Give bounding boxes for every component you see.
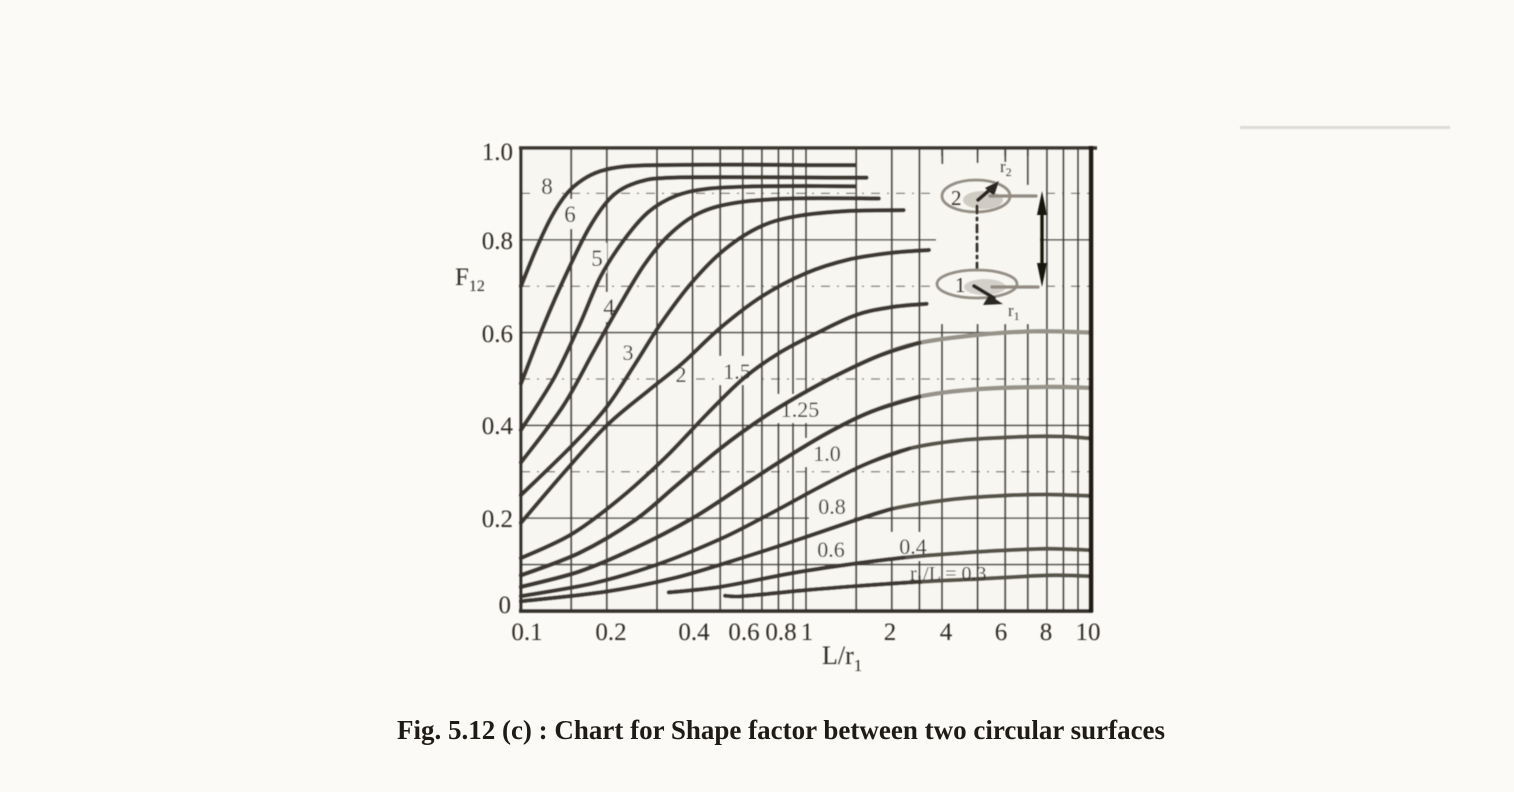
svg-text:1: 1: [801, 619, 814, 646]
svg-text:2: 2: [884, 619, 897, 646]
svg-text:r1/L = 0.3: r1/L = 0.3: [910, 563, 986, 587]
svg-text:0: 0: [499, 592, 512, 619]
svg-text:1.0: 1.0: [813, 441, 841, 466]
svg-text:6: 6: [995, 619, 1008, 646]
svg-text:4: 4: [940, 619, 953, 646]
svg-text:r2: r2: [1000, 157, 1012, 179]
svg-text:0.4: 0.4: [482, 413, 514, 440]
svg-text:0.1: 0.1: [511, 619, 542, 646]
svg-text:5: 5: [591, 246, 603, 271]
svg-text:8: 8: [1040, 619, 1053, 646]
svg-text:2: 2: [676, 362, 687, 387]
svg-text:0.8: 0.8: [482, 228, 513, 255]
svg-text:0.4: 0.4: [678, 619, 710, 646]
svg-text:0.6: 0.6: [482, 321, 513, 348]
svg-text:Fig. 5.12 (c) : Chart for Shap: Fig. 5.12 (c) : Chart for Shape factor b…: [397, 715, 1165, 745]
svg-text:0.2: 0.2: [482, 506, 513, 533]
svg-text:0.2: 0.2: [595, 619, 626, 646]
svg-text:r1: r1: [1008, 301, 1020, 323]
svg-text:0.6: 0.6: [728, 619, 759, 646]
svg-text:4: 4: [603, 295, 615, 320]
svg-text:8: 8: [541, 174, 553, 199]
svg-text:6: 6: [564, 202, 576, 227]
svg-text:1.5: 1.5: [723, 359, 751, 384]
svg-text:0.8: 0.8: [765, 619, 796, 646]
svg-text:1.0: 1.0: [482, 139, 513, 166]
svg-text:0.6: 0.6: [817, 537, 845, 562]
svg-text:1: 1: [955, 273, 966, 297]
svg-text:2: 2: [951, 186, 962, 210]
svg-text:10: 10: [1076, 619, 1101, 646]
svg-text:3: 3: [623, 340, 634, 365]
svg-text:0.8: 0.8: [818, 494, 846, 519]
svg-text:0.4: 0.4: [899, 534, 927, 559]
svg-text:1.25: 1.25: [781, 397, 820, 422]
